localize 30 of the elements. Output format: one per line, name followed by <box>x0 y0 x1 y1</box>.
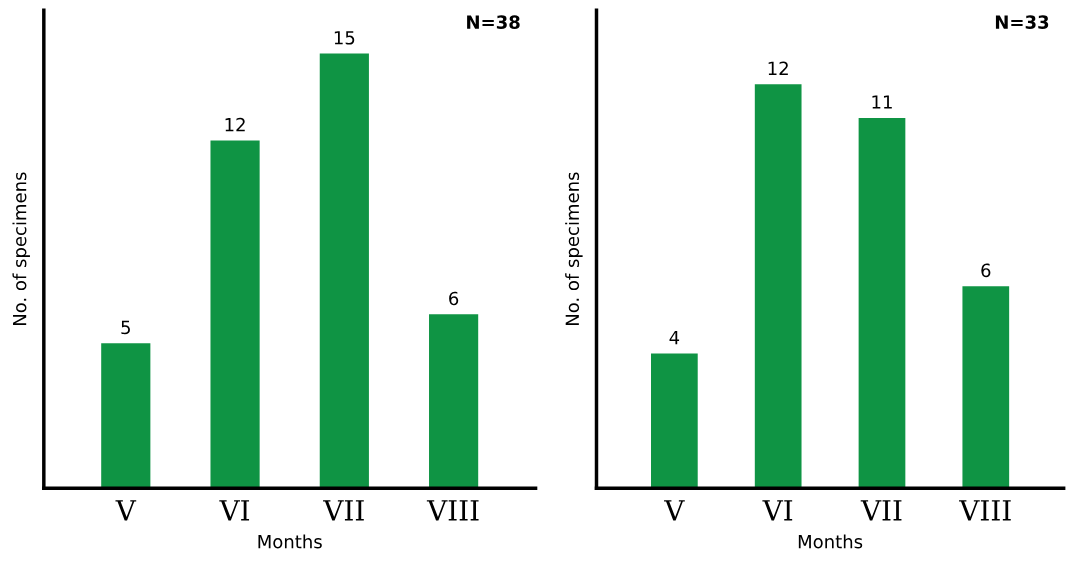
y-axis-title: No. of specimens <box>565 172 583 326</box>
x-tick-label: VI <box>219 500 250 521</box>
x-tick-label: VIII <box>959 500 1011 521</box>
data-label: 12 <box>768 61 788 75</box>
data-label: 6 <box>449 291 459 306</box>
data-label: 6 <box>981 263 991 278</box>
bar <box>319 53 369 489</box>
x-tick-label: VII <box>323 500 364 521</box>
x-axis-title: Months <box>258 534 322 549</box>
x-axis-title: Months <box>798 534 863 549</box>
bar <box>962 286 1010 489</box>
annotation: N=33 <box>995 15 1049 29</box>
x-tick-label: VII <box>860 500 902 521</box>
data-label: 4 <box>669 331 680 345</box>
bar <box>651 353 698 489</box>
x-tick-label: V <box>664 500 685 521</box>
bar <box>858 117 906 489</box>
x-tick-label: VIII <box>426 500 479 521</box>
bar <box>101 343 151 489</box>
bar <box>210 140 260 489</box>
data-label: 5 <box>121 320 130 335</box>
x-tick-label: V <box>115 500 137 521</box>
bar <box>754 84 802 489</box>
annotation: N=38 <box>467 15 520 29</box>
data-label: 11 <box>872 95 892 109</box>
data-label: 15 <box>334 31 355 45</box>
bar <box>429 314 479 489</box>
data-label: 12 <box>225 117 245 132</box>
y-axis-title: No. of specimens <box>12 172 30 326</box>
x-tick-label: VI <box>762 500 793 521</box>
